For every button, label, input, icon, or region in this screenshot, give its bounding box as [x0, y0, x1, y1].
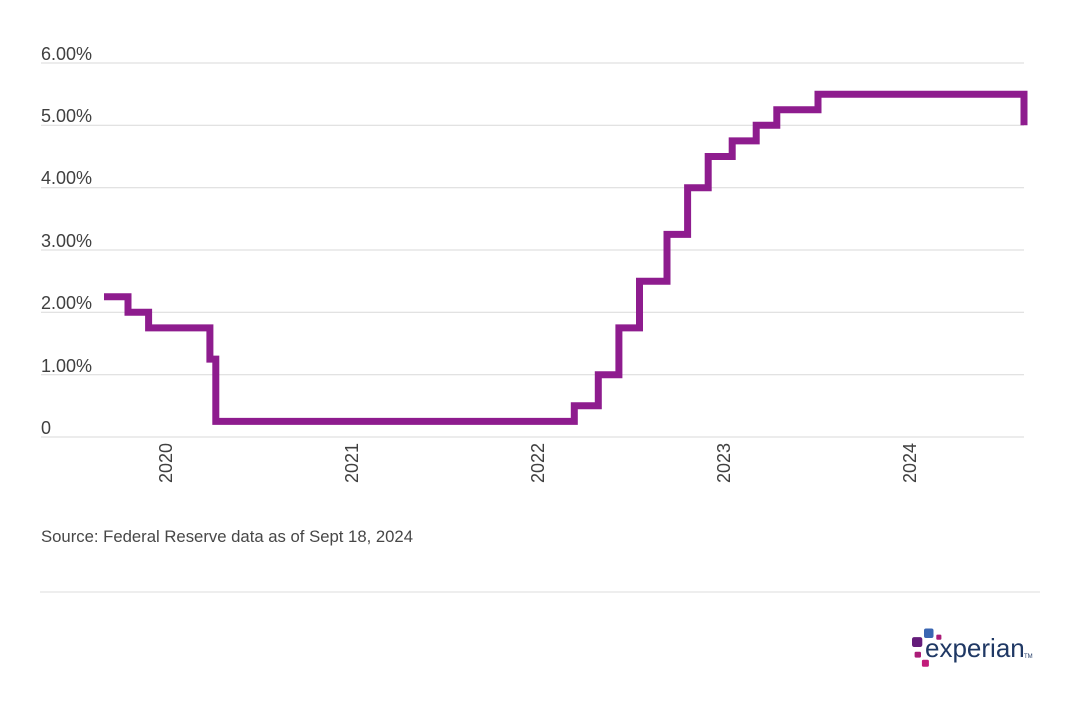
svg-text:2020: 2020 — [156, 443, 176, 483]
svg-text:2023: 2023 — [714, 443, 734, 483]
svg-text:2024: 2024 — [900, 443, 920, 483]
svg-text:2.00%: 2.00% — [41, 293, 92, 313]
svg-text:experian: experian — [925, 633, 1025, 663]
svg-text:6.00%: 6.00% — [41, 44, 92, 64]
svg-text:3.00%: 3.00% — [41, 231, 92, 251]
svg-text:0: 0 — [41, 418, 51, 438]
svg-text:5.00%: 5.00% — [41, 106, 92, 126]
svg-text:2022: 2022 — [528, 443, 548, 483]
svg-text:TM: TM — [1024, 654, 1033, 660]
svg-text:1.00%: 1.00% — [41, 356, 92, 376]
svg-text:2021: 2021 — [342, 443, 362, 483]
svg-text:4.00%: 4.00% — [41, 168, 92, 188]
